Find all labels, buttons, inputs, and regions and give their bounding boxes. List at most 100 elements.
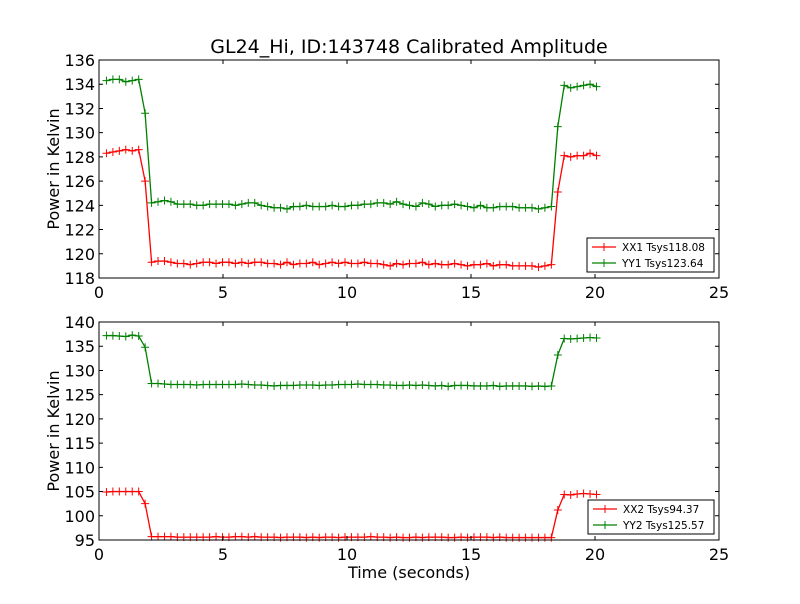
x-tick-label: 20	[585, 283, 605, 302]
data-point-marker	[282, 204, 291, 213]
data-point-marker	[282, 258, 291, 267]
y-tick-label: 140	[64, 313, 95, 332]
data-point-marker	[134, 75, 143, 84]
legend-label: YY1 Tsys123.64	[621, 258, 704, 270]
y-tick-label: 134	[64, 75, 95, 94]
data-point-marker	[141, 499, 150, 508]
data-point-marker	[476, 260, 485, 269]
y-tick-label: 128	[64, 148, 95, 167]
data-point-marker	[444, 201, 453, 210]
data-point-marker	[553, 505, 562, 514]
y-tick-label: 136	[64, 51, 95, 70]
data-point-marker	[134, 332, 143, 341]
data-point-marker	[592, 490, 601, 499]
data-point-marker	[489, 261, 498, 270]
data-point-marker	[560, 81, 569, 90]
data-point-marker	[224, 200, 233, 209]
data-point-marker	[147, 258, 156, 267]
data-point-marker	[489, 381, 498, 390]
x-tick-label: 25	[709, 283, 729, 302]
data-point-marker	[392, 259, 401, 268]
data-point-marker	[553, 188, 562, 197]
data-point-marker	[547, 260, 556, 269]
data-point-marker	[411, 259, 420, 268]
data-point-marker	[566, 152, 575, 161]
data-point-marker	[328, 258, 337, 267]
data-point-marker	[373, 259, 382, 268]
data-point-marker	[392, 197, 401, 206]
data-point-marker	[121, 145, 130, 154]
data-point-marker	[141, 177, 150, 186]
data-point-marker	[379, 260, 388, 269]
legend-label: XX2 Tsys94.37	[623, 504, 699, 516]
chart-title: GL24_Hi, ID:143748 Calibrated Amplitude	[210, 36, 607, 58]
data-point-marker	[121, 77, 130, 86]
legend-box	[586, 237, 715, 273]
data-point-marker	[263, 202, 272, 211]
legend-marker	[601, 505, 609, 513]
data-point-marker	[192, 259, 201, 268]
data-point-marker	[444, 260, 453, 269]
axes-frame	[98, 59, 720, 279]
data-point-marker	[237, 200, 246, 209]
data-point-marker	[121, 332, 130, 341]
y-tick-label: 115	[64, 434, 95, 453]
data-point-marker	[334, 259, 343, 268]
x-tick-label: 20	[585, 545, 605, 564]
data-point-marker	[147, 198, 156, 207]
data-point-marker	[405, 201, 414, 210]
data-point-marker	[482, 259, 491, 268]
data-point-marker	[540, 203, 549, 212]
data-point-marker	[160, 196, 169, 205]
subplot-1: 0 5 10 15 20 25 118 120 122 124 126 128 130 132 134 136…	[64, 51, 729, 302]
y-tick-label: 124	[64, 196, 95, 215]
data-point-marker	[489, 203, 498, 212]
data-point-marker	[353, 259, 362, 268]
data-point-marker	[328, 201, 337, 210]
data-point-marker	[308, 258, 317, 267]
data-point-marker	[102, 76, 111, 85]
data-point-marker	[534, 263, 543, 272]
data-point-marker	[141, 343, 150, 352]
data-point-marker	[360, 258, 369, 267]
y-tick-label: 95	[75, 531, 95, 550]
data-point-marker	[437, 381, 446, 390]
data-point-marker	[553, 350, 562, 359]
data-point-marker	[244, 259, 253, 268]
y-tick-label: 120	[64, 410, 95, 429]
series-yy2	[102, 331, 601, 391]
data-point-marker	[115, 146, 124, 155]
x-tick-label: 25	[709, 545, 729, 564]
data-point-marker	[579, 81, 588, 90]
y-axis-label-top: Power in Kelvin	[44, 108, 63, 229]
data-point-marker	[450, 200, 459, 209]
x-tick-label: 15	[461, 545, 481, 564]
y-tick-label: 132	[64, 99, 95, 118]
data-point-marker	[128, 331, 137, 340]
data-point-marker	[289, 260, 298, 269]
data-point-marker	[134, 145, 143, 154]
data-point-marker	[128, 76, 137, 85]
data-point-marker	[476, 201, 485, 210]
data-point-marker	[224, 258, 233, 267]
data-point-marker	[457, 260, 466, 269]
data-point-marker	[160, 257, 169, 266]
data-point-marker	[166, 197, 175, 206]
legend-marker	[601, 521, 609, 529]
y-tick-label: 130	[64, 361, 95, 380]
data-point-marker	[592, 82, 601, 91]
series-yy1	[102, 75, 601, 213]
data-point-marker	[186, 200, 195, 209]
data-point-marker	[108, 148, 117, 157]
data-point-marker	[573, 82, 582, 91]
y-axis-label-bottom: Power in Kelvin	[44, 370, 63, 491]
data-point-marker	[231, 201, 240, 210]
x-tick-label: 5	[218, 283, 228, 302]
data-point-marker	[411, 202, 420, 211]
data-point-marker	[457, 201, 466, 210]
y-tick-label: 125	[64, 386, 95, 405]
data-point-marker	[444, 382, 453, 391]
data-point-marker	[302, 259, 311, 268]
y-tick-label: 135	[64, 337, 95, 356]
x-tick-label: 0	[94, 283, 104, 302]
